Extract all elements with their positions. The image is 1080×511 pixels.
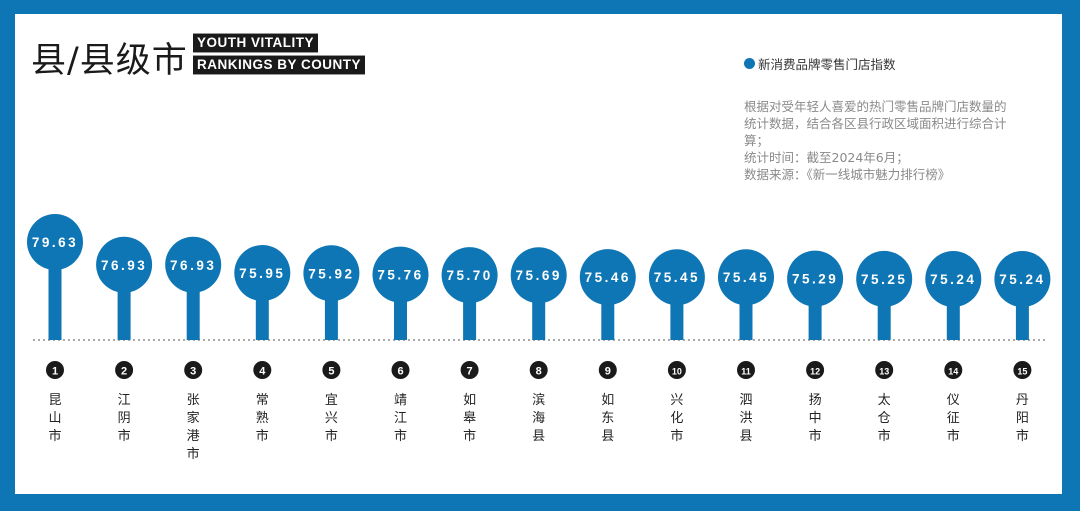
bar-head — [994, 251, 1051, 307]
bar-head — [856, 250, 913, 307]
rank-badge — [667, 361, 686, 379]
category-label: 宜兴市 — [324, 393, 338, 444]
rank-number: 7 — [467, 366, 473, 378]
rank-badge — [184, 361, 203, 379]
data-label: 75.92 — [308, 266, 354, 281]
category-label: 太仓市 — [877, 393, 891, 444]
category-label: 扬中市 — [808, 393, 822, 444]
rank-badge — [253, 361, 272, 379]
category-label: 张家港市 — [186, 393, 200, 462]
data-label: 75.69 — [516, 268, 562, 283]
bar-head — [787, 250, 844, 307]
category-label: 江阴市 — [117, 393, 131, 444]
category-label: 丹阳市 — [1015, 393, 1029, 444]
rank-badge — [46, 361, 64, 379]
english-tag-line-1: YOUTH VITALITY — [193, 33, 318, 53]
bar-head — [372, 246, 429, 303]
category-label: 泗洪县 — [739, 393, 753, 444]
note-line: 统计时间：截至2024年6月； — [744, 150, 909, 165]
bar-head — [925, 251, 982, 307]
bar-head — [96, 236, 153, 293]
bar-head — [303, 245, 360, 302]
data-label: 75.24 — [999, 272, 1045, 287]
rank-badge — [875, 361, 894, 379]
chart-panel: 县/县级市 YOUTH VITALITY RANKINGS BY COUNTY … — [15, 14, 1062, 494]
bar-head — [510, 247, 567, 304]
rank-number: 2 — [121, 366, 127, 378]
lollipop-chart: 79.63 1 76.93 2 76.93 3 75.95 4 75.92 5 75.76 6 75.7… — [27, 214, 1051, 379]
page-title: 县/县级市 — [31, 41, 188, 81]
data-label: 75.70 — [446, 268, 492, 283]
bar-head — [165, 236, 222, 293]
rank-number: 15 — [1017, 367, 1027, 377]
bar-head — [718, 249, 774, 306]
category-label: 仪征市 — [946, 393, 960, 444]
category-label: 常熟市 — [255, 393, 269, 444]
rank-number: 6 — [397, 366, 403, 378]
bar-head — [234, 245, 291, 302]
rank-badge — [529, 361, 548, 379]
category-label: 兴化市 — [670, 393, 684, 444]
data-label: 75.45 — [723, 270, 769, 285]
data-label: 75.95 — [239, 266, 285, 281]
note-line: 算； — [744, 133, 770, 148]
category-label: 滨海县 — [532, 393, 546, 444]
rank-number: 9 — [605, 366, 611, 378]
data-label: 75.29 — [792, 272, 838, 287]
rank-number: 14 — [948, 367, 958, 377]
bar-head — [441, 247, 498, 304]
category-label: 如东县 — [601, 393, 615, 444]
category-label: 昆山市 — [48, 393, 62, 444]
rank-badge — [115, 361, 134, 379]
rank-number: 1 — [52, 366, 58, 378]
rank-number: 5 — [328, 366, 334, 378]
rank-badge — [460, 361, 479, 379]
rank-badge — [598, 361, 617, 379]
bar-head — [579, 249, 636, 306]
category-label: 靖江市 — [393, 393, 407, 444]
rank-number: 3 — [190, 366, 196, 378]
data-label: 76.93 — [101, 258, 147, 273]
rank-number: 13 — [879, 367, 889, 377]
english-tag-line-2: RANKINGS BY COUNTY — [193, 55, 366, 75]
bar-head — [27, 214, 83, 270]
legend: 新消费品牌零售门店指数 — [744, 54, 896, 73]
rank-number: 4 — [259, 366, 266, 378]
legend-dot-icon — [744, 58, 755, 69]
rank-number: 11 — [741, 367, 751, 377]
note-line: 根据对受年轻人喜爱的热门零售品牌门店数量的 — [744, 99, 1007, 114]
data-label: 75.46 — [585, 270, 631, 285]
rank-badge — [944, 361, 963, 379]
data-label: 75.45 — [654, 270, 700, 285]
note-line: 数据来源：《新一线城市魅力排行榜》 — [744, 167, 951, 182]
rank-badge — [806, 361, 825, 379]
source-notes: 根据对受年轻人喜爱的热门零售品牌门店数量的 统计数据，结合各区县行政区域面积进行… — [744, 98, 1044, 183]
data-label: 79.63 — [32, 235, 78, 250]
rank-badge — [1013, 361, 1032, 379]
data-label: 75.25 — [861, 272, 907, 287]
rank-badge — [322, 361, 341, 379]
bar-head — [648, 249, 705, 306]
data-label: 75.24 — [930, 272, 976, 287]
data-label: 76.93 — [170, 258, 216, 273]
rank-badge — [391, 361, 410, 379]
rank-number: 10 — [672, 367, 682, 377]
data-label: 75.76 — [377, 268, 423, 283]
rank-number: 8 — [536, 366, 542, 378]
rank-number: 12 — [810, 367, 820, 377]
note-line: 统计数据，结合各区县行政区域面积进行综合计 — [744, 116, 1007, 131]
rank-badge — [737, 361, 755, 379]
category-label: 如皋市 — [463, 393, 477, 444]
legend-label: 新消费品牌零售门店指数 — [758, 57, 896, 72]
